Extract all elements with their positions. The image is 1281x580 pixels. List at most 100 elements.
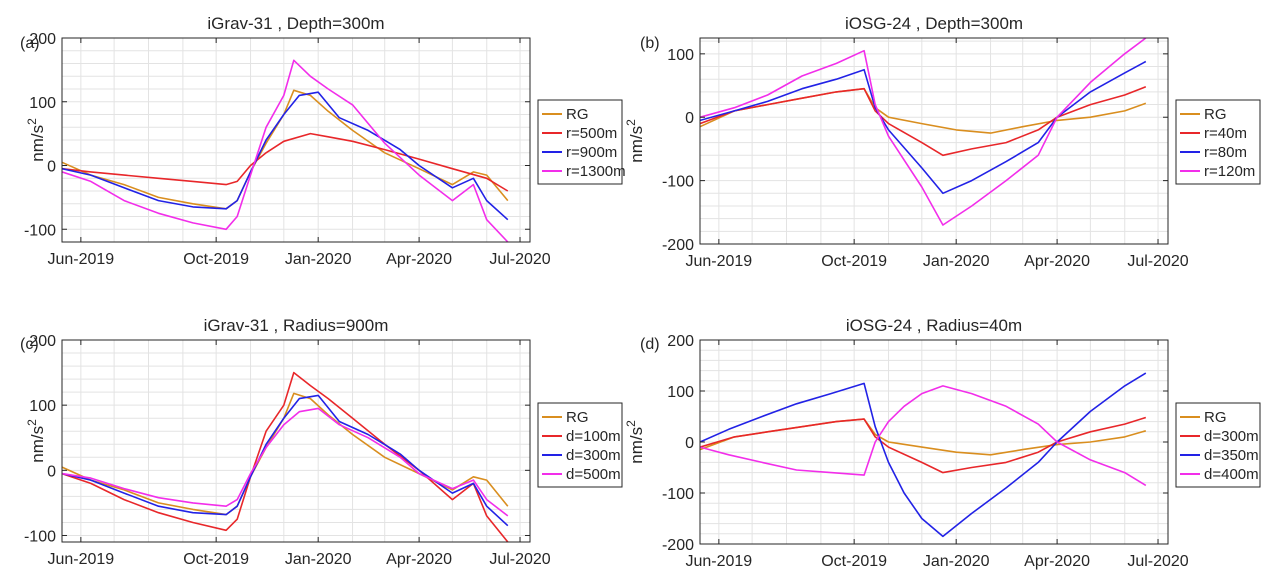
x-tick-label: Jan-2020 bbox=[285, 251, 352, 268]
x-tick-label: Oct-2019 bbox=[183, 251, 249, 268]
y-tick-label: -200 bbox=[662, 537, 694, 554]
x-tick-label: Jul-2020 bbox=[489, 551, 550, 568]
y-axis-label: nm/s2 bbox=[624, 119, 646, 163]
y-tick-label: 0 bbox=[47, 159, 56, 176]
legend-entry: r=500m bbox=[566, 125, 617, 142]
y-tick-label: 0 bbox=[685, 110, 694, 127]
series-line-r-80m bbox=[700, 60, 1147, 195]
legend-entry: d=300m bbox=[566, 447, 621, 464]
y-axis-label-sup: 2 bbox=[624, 420, 638, 427]
y-tick-label: -100 bbox=[24, 222, 56, 239]
panel-d: -200 -100 0 100 200 Jun-2019 Oct-2019 Jan-2020 A… bbox=[624, 316, 1261, 570]
y-tick-label: 0 bbox=[47, 463, 56, 480]
legend-entry: r=900m bbox=[566, 144, 617, 161]
x-tick-label: Oct-2019 bbox=[183, 551, 249, 568]
axes-box bbox=[61, 37, 531, 243]
panel-label: (a) bbox=[20, 35, 40, 52]
series-line-r-900m bbox=[62, 91, 509, 221]
series-line-rg bbox=[62, 89, 509, 210]
legend: RG d=300m d=350m d=400m bbox=[1175, 402, 1261, 488]
grid bbox=[62, 340, 530, 542]
legend-entry: RG bbox=[566, 106, 589, 123]
series-group bbox=[62, 59, 509, 242]
plot-area bbox=[62, 340, 530, 542]
y-tick-label: 100 bbox=[29, 398, 56, 415]
x-tick-label: Jun-2019 bbox=[47, 251, 114, 268]
y-axis-label-base: nm/s bbox=[627, 427, 646, 464]
plot-area bbox=[700, 38, 1168, 244]
series-line-d-350m bbox=[700, 372, 1147, 538]
x-tick-label: Jan-2020 bbox=[923, 553, 990, 570]
chart-title: iOSG-24 , Depth=300m bbox=[845, 14, 1023, 33]
legend-entry: r=40m bbox=[1204, 125, 1247, 142]
legend-entry: RG bbox=[1204, 106, 1227, 123]
x-tick-label: Jul-2020 bbox=[489, 251, 550, 268]
y-tick-label: -100 bbox=[24, 528, 56, 545]
legend-entry: d=100m bbox=[566, 428, 621, 445]
y-tick-label: 200 bbox=[29, 31, 56, 48]
panel-a: -100 0 100 200 Jun-2019 Oct-2019 Jan-2020 Apr-2… bbox=[20, 14, 626, 268]
series-line-d-300m bbox=[700, 416, 1147, 474]
series-group bbox=[700, 372, 1147, 538]
y-tick-label: 100 bbox=[667, 47, 694, 64]
x-tick-label: Apr-2020 bbox=[386, 251, 452, 268]
x-tick-label: Jul-2020 bbox=[1127, 553, 1188, 570]
chart-title: iGrav-31 , Depth=300m bbox=[207, 14, 384, 33]
x-tick-label: Apr-2020 bbox=[1024, 253, 1090, 270]
x-tick-label: Oct-2019 bbox=[821, 553, 887, 570]
series-line-rg bbox=[62, 392, 509, 516]
panel-c: -100 0 100 200 Jun-2019 Oct-2019 Jan-2020 Apr-2… bbox=[20, 316, 623, 568]
legend-entry: RG bbox=[1204, 409, 1227, 426]
y-axis-label-sup: 2 bbox=[25, 118, 39, 125]
x-tick-label: Apr-2020 bbox=[1024, 553, 1090, 570]
y-axis-label-sup: 2 bbox=[624, 119, 638, 126]
x-tick-label: Jan-2020 bbox=[285, 551, 352, 568]
y-axis-label: nm/s2 bbox=[25, 118, 47, 162]
series-line-r-500m bbox=[62, 132, 509, 192]
y-tick-label: -100 bbox=[662, 174, 694, 191]
panel-label: (b) bbox=[640, 35, 660, 52]
y-tick-label: -200 bbox=[662, 237, 694, 254]
x-tick-label: Jan-2020 bbox=[923, 253, 990, 270]
legend-entry: r=120m bbox=[1204, 163, 1255, 180]
legend-entry: r=80m bbox=[1204, 144, 1247, 161]
chart-title: iOSG-24 , Radius=40m bbox=[846, 316, 1022, 335]
y-tick-label: 200 bbox=[29, 333, 56, 350]
legend-entry: d=300m bbox=[1204, 428, 1259, 445]
legend: RG d=100m d=300m d=500m bbox=[537, 402, 623, 488]
panel-b: -200 -100 0 100 Jun-2019 Oct-2019 Jan-2020 Apr-… bbox=[624, 14, 1261, 270]
series-line-d-300m bbox=[62, 394, 509, 527]
x-tick-label: Jul-2020 bbox=[1127, 253, 1188, 270]
x-tick-label: Jun-2019 bbox=[685, 553, 752, 570]
grid bbox=[700, 340, 1168, 544]
x-tick-label: Oct-2019 bbox=[821, 253, 887, 270]
series-line-r-120m bbox=[700, 38, 1147, 226]
series-group bbox=[62, 371, 509, 542]
grid bbox=[700, 38, 1168, 244]
chart-title: iGrav-31 , Radius=900m bbox=[204, 316, 389, 335]
axes-box bbox=[61, 339, 531, 543]
y-axis-label-base: nm/s bbox=[28, 125, 47, 162]
y-tick-label: 100 bbox=[667, 384, 694, 401]
y-tick-label: 100 bbox=[29, 95, 56, 112]
y-axis-label-base: nm/s bbox=[28, 426, 47, 463]
legend-entry: r=1300m bbox=[566, 163, 626, 180]
x-tick-label: Jun-2019 bbox=[47, 551, 114, 568]
x-tick-label: Apr-2020 bbox=[386, 551, 452, 568]
series-line-d-500m bbox=[62, 407, 509, 517]
series-line-d-400m bbox=[700, 385, 1147, 487]
y-tick-label: 0 bbox=[685, 435, 694, 452]
series-group bbox=[700, 38, 1147, 226]
y-axis-label: nm/s2 bbox=[624, 420, 646, 464]
legend: RG r=40m r=80m r=120m bbox=[1175, 99, 1261, 185]
legend: RG r=500m r=900m r=1300m bbox=[537, 99, 626, 185]
series-line-r-40m bbox=[700, 86, 1147, 157]
legend-entry: RG bbox=[566, 409, 589, 426]
series-line-d-100m bbox=[62, 371, 509, 542]
panel-label: (c) bbox=[20, 336, 39, 353]
legend-entry: d=350m bbox=[1204, 447, 1259, 464]
panel-label: (d) bbox=[640, 336, 660, 353]
legend-entry: d=500m bbox=[566, 466, 621, 483]
y-tick-label: 200 bbox=[667, 333, 694, 350]
